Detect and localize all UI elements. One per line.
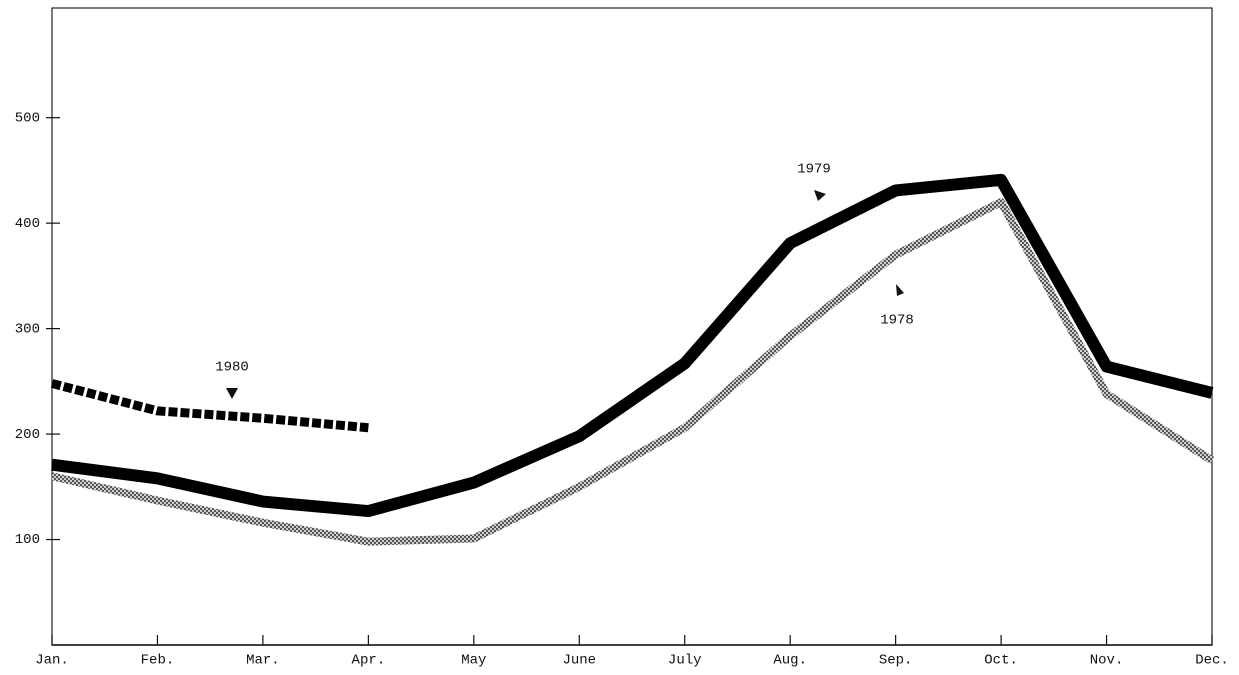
x-tick-label: June	[562, 653, 596, 669]
y-tick-label: 100	[15, 532, 40, 548]
plot-frame	[51, 7, 1213, 646]
x-tick-label: Feb.	[141, 653, 175, 669]
y-tick-label: 300	[15, 321, 40, 337]
x-tick-label: Jan.	[35, 653, 69, 669]
series-line	[51, 173, 1214, 518]
x-tick-label: Oct.	[984, 653, 1018, 669]
series-label: 1980	[215, 360, 249, 376]
arrow-1980	[226, 388, 238, 399]
x-tick-label: Nov.	[1090, 653, 1124, 669]
series-label: 1978	[880, 313, 914, 329]
x-tick-label: Sep.	[879, 653, 913, 669]
x-tick-label: July	[668, 653, 702, 669]
series-line	[51, 198, 1215, 546]
series-line	[50, 379, 369, 433]
y-tick-label: 500	[15, 110, 40, 126]
y-tick-label: 200	[15, 427, 40, 443]
x-tick-label: May	[461, 653, 486, 669]
arrow-1978	[896, 284, 904, 296]
series-label: 1979	[797, 162, 831, 178]
x-tick-label: Apr.	[352, 653, 386, 669]
x-tick-label: Mar.	[246, 653, 280, 669]
x-tick-label: Aug.	[773, 653, 807, 669]
y-tick-label: 400	[15, 216, 40, 232]
x-tick-label: Dec.	[1195, 653, 1229, 669]
arrow-1979	[814, 190, 826, 201]
